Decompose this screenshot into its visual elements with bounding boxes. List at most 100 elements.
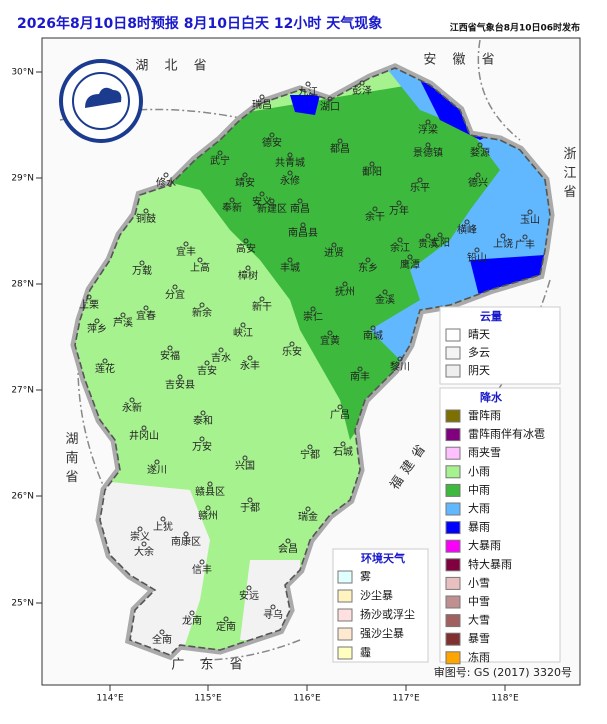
city-label: 高安 [236, 242, 256, 255]
city-label: 德兴 [468, 176, 488, 189]
legend-label: 雷阵雨 [468, 408, 501, 422]
province-label: 湖 北 省 [135, 59, 212, 74]
legend-swatch [445, 614, 461, 628]
legend-swatch [445, 502, 461, 516]
city-dot [120, 312, 126, 318]
city-label: 鹰潭 [400, 258, 420, 271]
city-dot [285, 538, 291, 544]
city-dot [365, 257, 371, 263]
city-label: 宜丰 [176, 245, 196, 258]
city-label: 上饶 [493, 237, 513, 250]
logo [59, 59, 143, 143]
legend-swatch [445, 465, 461, 479]
city-label: 九江 [298, 86, 318, 98]
city-dot [331, 242, 337, 248]
legend-swatch [445, 446, 461, 460]
legend-swatch [337, 608, 353, 622]
city-dot [199, 436, 205, 442]
city-dot [269, 198, 275, 204]
legend-label: 大暴雨 [468, 538, 501, 552]
city-label: 永丰 [240, 359, 260, 372]
city-dot [247, 497, 253, 503]
city-dot [154, 459, 160, 465]
city-dot [305, 506, 311, 512]
legend-label: 阴天 [468, 364, 490, 377]
city-label: 龙南 [182, 614, 202, 627]
city-dot [172, 284, 178, 290]
lat-tick-label: 25°N [11, 599, 34, 609]
city-label: 吉水 [211, 352, 231, 364]
city-label: 永修 [280, 174, 300, 187]
city-dot [474, 247, 480, 253]
city-label: 樟树 [238, 269, 258, 282]
legend-swatch [337, 646, 353, 660]
city-label: 宁都 [300, 448, 320, 461]
city-dot [141, 425, 147, 431]
city-label: 乐平 [410, 182, 430, 194]
city-dot [370, 325, 376, 331]
city-dot [372, 206, 378, 212]
city-dot [159, 629, 165, 635]
city-label: 萍乡 [87, 323, 107, 335]
city-dot [425, 119, 431, 125]
legend-swatch [445, 428, 461, 442]
city-label: 崇义 [130, 531, 150, 543]
city-label: 信丰 [192, 563, 212, 576]
legend-swatch [445, 595, 461, 609]
city-label: 上栗 [79, 299, 99, 311]
city-label: 东乡 [358, 261, 378, 274]
legend-swatch [445, 521, 461, 535]
city-label: 余江 [390, 241, 410, 254]
legend-label: 晴天 [468, 328, 490, 341]
city-dot [139, 260, 145, 266]
city-label: 于都 [240, 502, 260, 514]
city-label: 德安 [262, 136, 282, 149]
city-dot [500, 233, 506, 239]
city-label: 万载 [132, 265, 152, 277]
city-dot [217, 150, 223, 156]
city-label: 南康区 [171, 535, 201, 548]
city-label: 湖口 [320, 101, 340, 113]
city-label: 永新 [122, 401, 142, 414]
city-label: 万安 [192, 440, 212, 453]
city-label: 南昌 [290, 202, 310, 215]
city-dot [287, 170, 293, 176]
city-label: 彭泽 [352, 84, 372, 97]
city-label: 新余 [192, 306, 212, 319]
city-label: 广昌 [330, 409, 350, 421]
city-dot [259, 191, 265, 197]
city-dot [247, 355, 253, 361]
city-label: 南城 [363, 329, 383, 342]
city-label: 玉山 [520, 214, 540, 226]
city-dot [475, 172, 481, 178]
city-dot [522, 234, 528, 240]
city-label: 芦溪 [113, 317, 133, 329]
city-dot [327, 330, 333, 336]
city-label: 安福 [160, 349, 180, 362]
city-label: 乐安 [282, 345, 302, 358]
city-dot [94, 318, 100, 324]
city-label: 金溪 [375, 293, 395, 306]
legend-label: 小雨 [468, 465, 490, 478]
city-label: 吉安县 [165, 378, 195, 391]
legend-label: 大雨 [468, 501, 490, 515]
city-dot [269, 132, 275, 138]
city-dot [357, 366, 363, 372]
province-border [59, 39, 551, 661]
city-label: 浮梁 [418, 123, 438, 136]
city-dot [417, 177, 423, 183]
city-dot [167, 345, 173, 351]
city-label: 景德镇 [413, 146, 443, 159]
legend-label: 雷阵雨伴有冰雹 [468, 427, 545, 441]
legend-label: 沙尘暴 [360, 589, 393, 602]
legend-title: 云量 [480, 310, 502, 323]
province-label: 湖南省 [63, 432, 79, 489]
city-dot [86, 294, 92, 300]
province-label: 广 东 省 [171, 658, 248, 673]
rainstorm-area [290, 95, 320, 115]
legend-swatch [445, 651, 461, 665]
city-dot [205, 505, 211, 511]
approval-number: 审图号: GS (2017) 3320号 [434, 665, 572, 679]
lat-tick-label: 28°N [11, 280, 34, 290]
